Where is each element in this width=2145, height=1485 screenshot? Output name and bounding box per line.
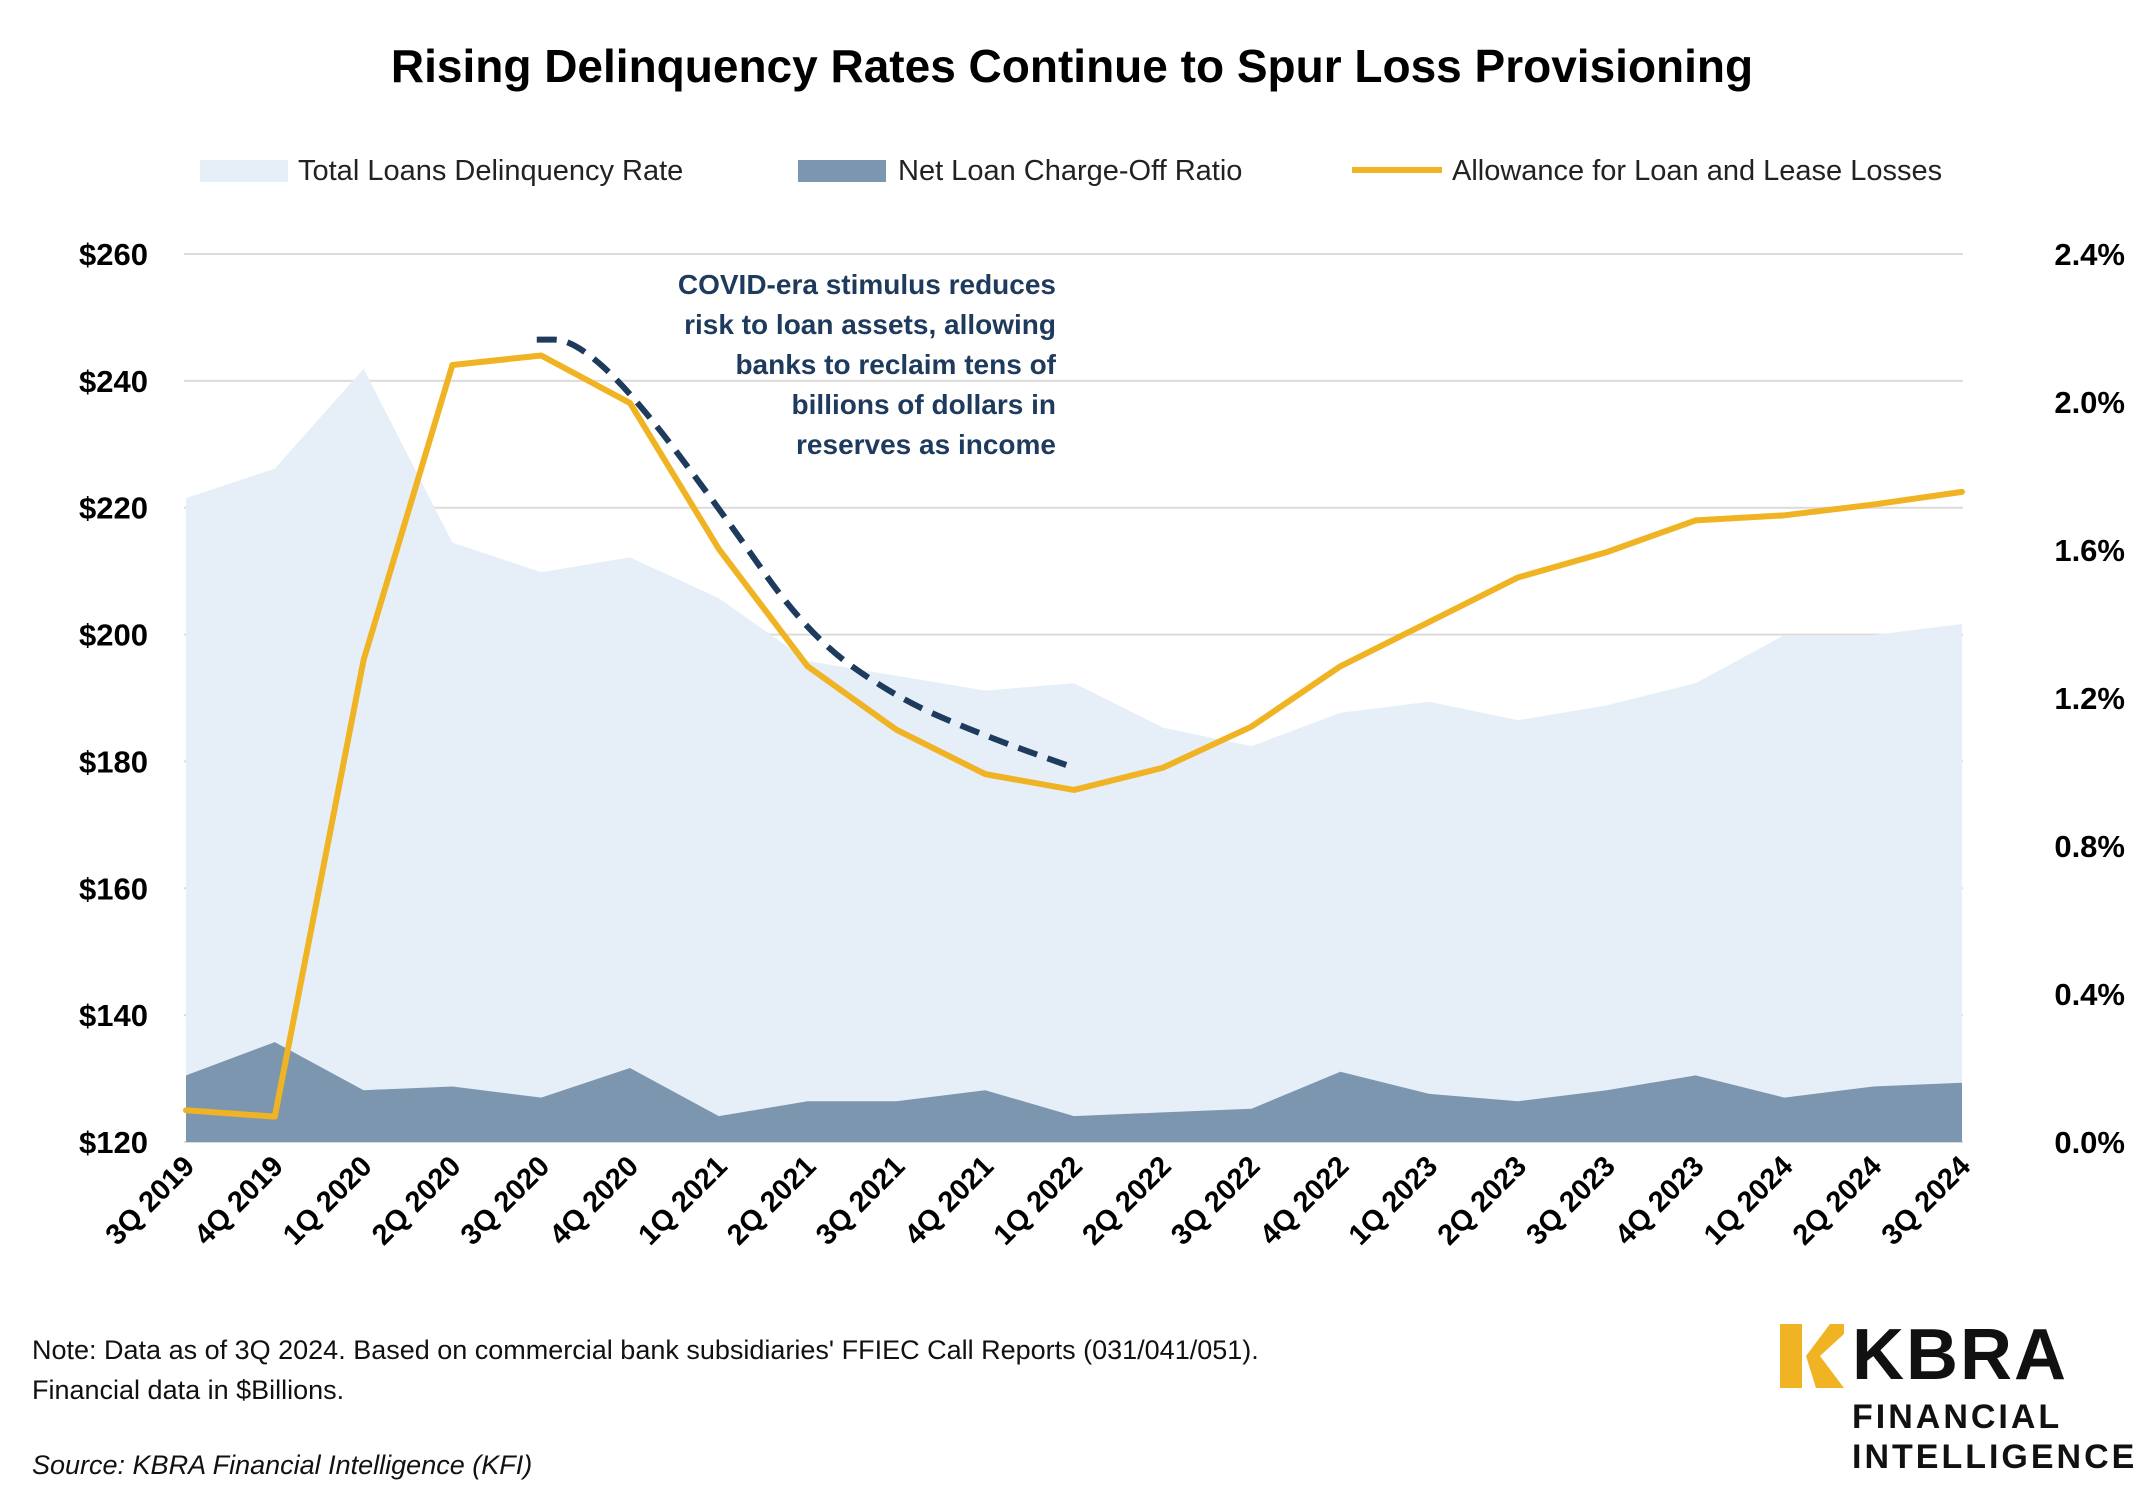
annotation-line-1: COVID-era stimulus reduces (678, 269, 1056, 300)
left-axis-tick: $220 (79, 491, 148, 526)
right-axis-tick: 2.0% (2054, 385, 2125, 420)
legend-swatch-delinquency (200, 160, 288, 182)
x-axis-tick: 3Q 2019 (100, 1150, 201, 1251)
left-axis-tick: $140 (79, 998, 148, 1033)
annotation-line-3: banks to reclaim tens of (735, 349, 1056, 380)
x-axis-tick: 4Q 2020 (544, 1150, 645, 1251)
x-axis-tick: 3Q 2020 (455, 1150, 556, 1251)
legend-label-chargeoff: Net Loan Charge-Off Ratio (898, 155, 1242, 187)
left-axis-tick: $200 (79, 618, 148, 653)
annotation-line-5: reserves as income (796, 429, 1056, 460)
annotation-line-4: billions of dollars in (792, 389, 1056, 420)
legend: Total Loans Delinquency Rate Net Loan Ch… (200, 155, 1942, 187)
right-axis-tick: 0.0% (2054, 1125, 2125, 1160)
right-axis-tick: 1.2% (2054, 681, 2125, 716)
x-axis-tick: 4Q 2021 (899, 1150, 1000, 1251)
x-axis-tick: 1Q 2021 (632, 1150, 733, 1251)
left-axis-tick: $160 (79, 871, 148, 906)
legend-item-allowance: Allowance for Loan and Lease Losses (1352, 155, 1942, 187)
chargeoff-area (186, 1042, 1962, 1142)
left-axis-tick: $180 (79, 744, 148, 779)
annotation-dashed-arrow (536, 336, 1076, 771)
x-axis-tick: 1Q 2023 (1343, 1150, 1444, 1251)
delinquency-area (186, 368, 1962, 1142)
legend-label-allowance: Allowance for Loan and Lease Losses (1452, 155, 1942, 187)
kbra-logo-icon (1780, 1324, 1844, 1388)
x-axis-tick: 2Q 2021 (721, 1150, 822, 1251)
x-axis-tick: 1Q 2024 (1698, 1150, 1799, 1251)
x-axis-tick: 2Q 2022 (1076, 1150, 1177, 1251)
x-axis-tick: 3Q 2022 (1165, 1150, 1266, 1251)
x-axis-tick: 4Q 2019 (188, 1150, 289, 1251)
kbra-logo: KBRA FINANCIAL INTELLIGENCE (1780, 1315, 2140, 1480)
x-axis-tick: 4Q 2022 (1254, 1150, 1355, 1251)
legend-swatch-chargeoff (798, 160, 886, 182)
right-axis: 0.0% 0.4% 0.8% 1.2% 1.6% 2.0% 2.4% (2054, 237, 2125, 1160)
x-axis-tick: 1Q 2020 (277, 1150, 378, 1251)
x-axis-tick: 3Q 2021 (810, 1150, 911, 1251)
x-axis-tick: 2Q 2020 (366, 1150, 467, 1251)
line-series (183, 352, 1965, 1120)
kbra-logo-line-2: INTELLIGENCE (1852, 1438, 2138, 1476)
annotation: COVID-era stimulus reduces risk to loan … (536, 269, 1076, 771)
x-axis-tick: 1Q 2022 (988, 1150, 1089, 1251)
x-axis-tick: 4Q 2023 (1609, 1150, 1710, 1251)
left-axis: $120 $140 $160 $180 $200 $220 $240 $260 (79, 237, 148, 1160)
left-axis-tick: $240 (79, 364, 148, 399)
left-axis-tick: $260 (79, 237, 148, 272)
right-axis-tick: 2.4% (2054, 237, 2125, 272)
chart-title: Rising Delinquency Rates Continue to Spu… (391, 40, 1753, 92)
x-axis-tick: 2Q 2024 (1787, 1150, 1888, 1251)
annotation-line-2: risk to loan assets, allowing (684, 309, 1056, 340)
x-axis-tick: 3Q 2024 (1876, 1150, 1977, 1251)
chart: Rising Delinquency Rates Continue to Spu… (79, 40, 2125, 1252)
kbra-logo-line-1: FINANCIAL (1852, 1398, 2063, 1436)
legend-item-chargeoff: Net Loan Charge-Off Ratio (798, 155, 1242, 187)
kbra-logo-word: KBRA (1852, 1315, 2068, 1395)
x-axis-tick: 2Q 2023 (1432, 1150, 1533, 1251)
source-note: Source: KBRA Financial Intelligence (KFI… (32, 1450, 533, 1480)
legend-item-delinquency: Total Loans Delinquency Rate (200, 155, 683, 187)
right-axis-tick: 0.8% (2054, 829, 2125, 864)
left-axis-tick: $120 (79, 1125, 148, 1160)
x-axis-tick: 3Q 2023 (1520, 1150, 1621, 1251)
allowance-line (183, 352, 1965, 1120)
legend-label-delinquency: Total Loans Delinquency Rate (298, 155, 683, 187)
footnote-line-2: Financial data in $Billions. (32, 1375, 345, 1405)
footnote-line-1: Note: Data as of 3Q 2024. Based on comme… (32, 1335, 1259, 1365)
right-axis-tick: 0.4% (2054, 977, 2125, 1012)
area-series (186, 368, 1962, 1142)
right-axis-tick: 1.6% (2054, 533, 2125, 568)
